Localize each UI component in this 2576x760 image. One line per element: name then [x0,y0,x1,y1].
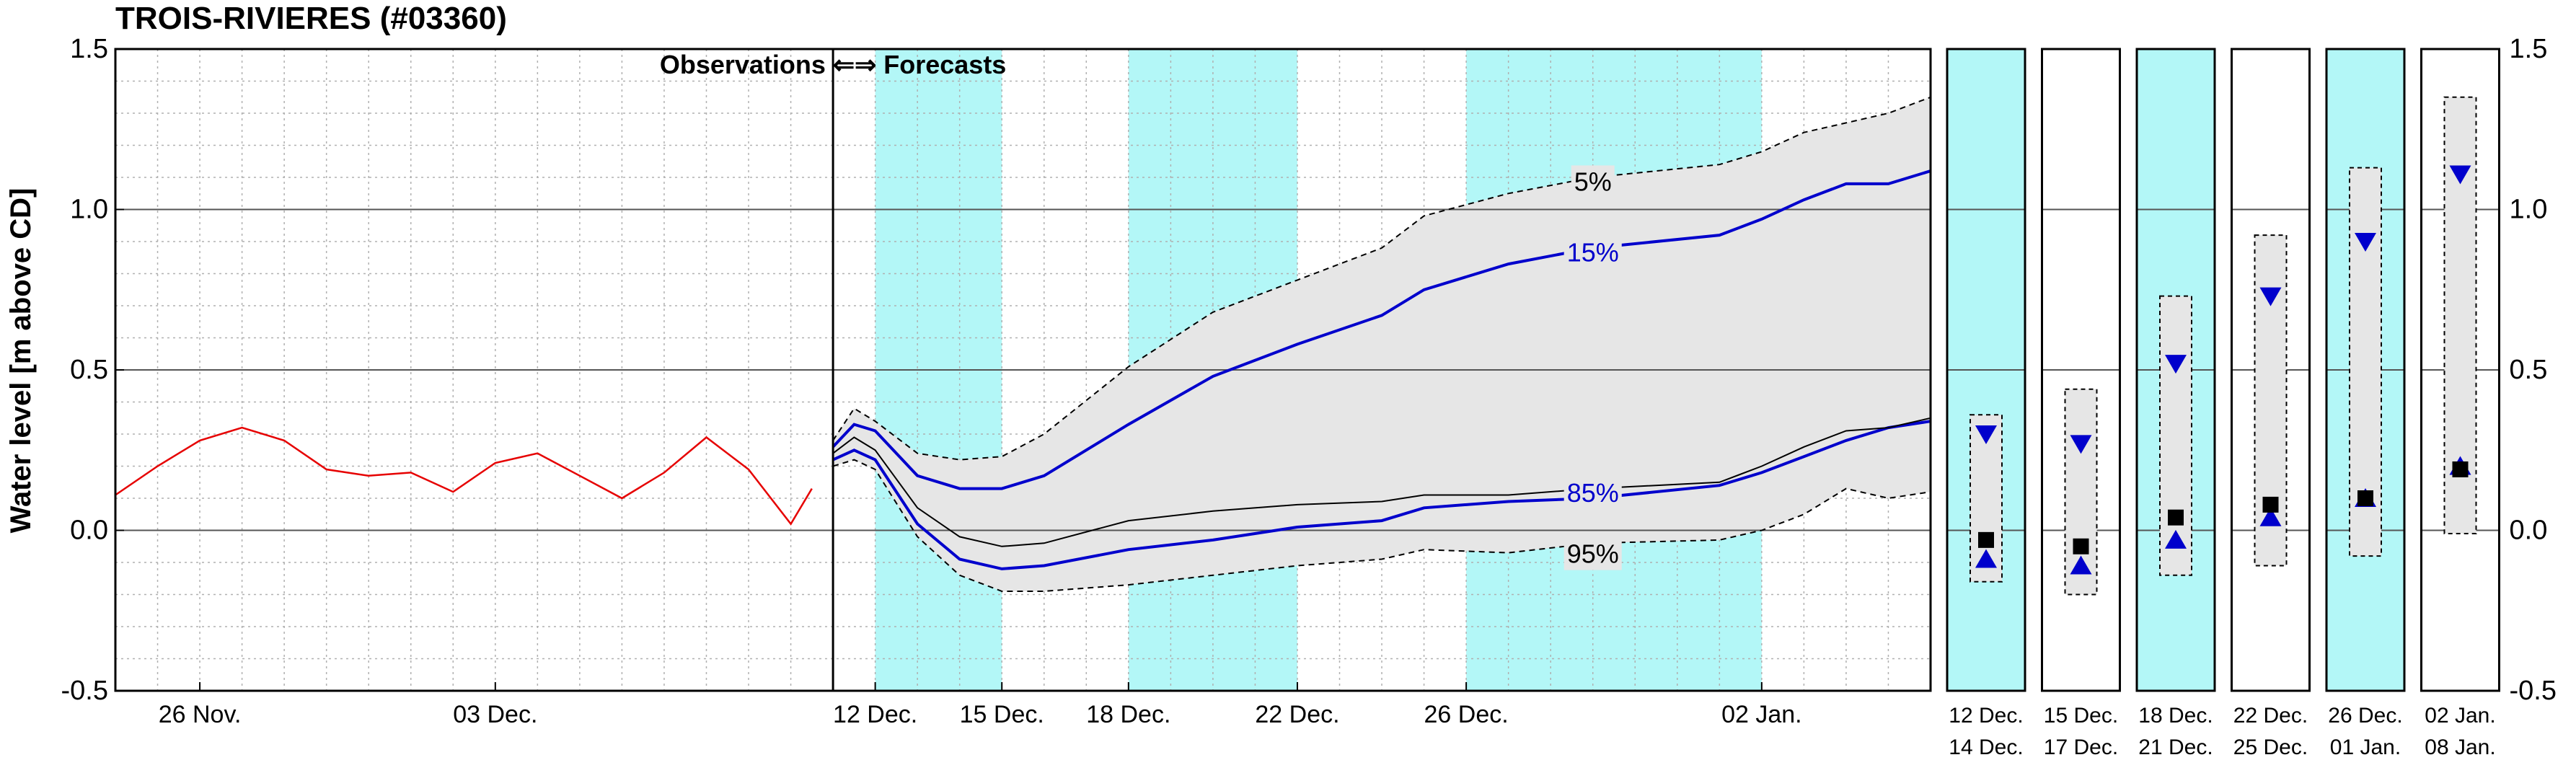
period-min-marker [2070,555,2092,575]
period-label-start: 15 Dec. [2044,704,2118,728]
period-max-marker [1975,425,1997,444]
series-label-bg [1563,236,1622,269]
period-min-marker [2259,507,2282,526]
y-tick-label-right: 1.0 [2510,195,2548,225]
period-median-marker [2452,461,2469,477]
period-label-end: 01 Jan. [2330,735,2401,759]
y-tick-label-left: -0.5 [61,676,108,706]
period-panel-frame [2420,48,2500,692]
period-label-start: 18 Dec. [2138,704,2213,728]
series-line-5pct [832,96,1931,461]
period-panels: 12 Dec. 14 Dec. 15 Dec. 17 Dec. 18 Dec. 21 De… [1946,34,2557,759]
period-panel-frame [2041,48,2121,692]
series-label-15pct: 15% [1567,237,1619,267]
period-label-end: 08 Jan. [2425,735,2495,759]
x-tick-label: 26 Dec. [1424,701,1509,728]
series-line-observed [115,426,813,526]
period-label-end: 17 Dec. [2044,735,2118,759]
period-max-marker [2165,355,2187,374]
x-tick-label: 26 Nov. [159,701,242,728]
period-max-marker [2070,435,2092,454]
period-median-marker [2168,509,2184,526]
period-label-end: 21 Dec. [2138,735,2213,759]
period-panel-0: 12 Dec. 14 Dec. [1946,48,2026,759]
y-tick-label-left: 1.0 [70,195,108,225]
x-tick-label: 02 Jan. [1721,701,1802,728]
y-tick-label-left: 0.0 [70,516,108,546]
period-label-start: 22 Dec. [2233,704,2308,728]
series-label-85pct: 85% [1567,478,1619,508]
period-label-end: 14 Dec. [1949,735,2023,759]
series-label-bg [1571,165,1615,198]
y-tick-label-right: 1.5 [2510,34,2548,64]
period-panel-3: 22 Dec. 25 Dec. [2231,48,2311,759]
y-tick-label-right: 0.0 [2510,516,2548,546]
period-median-marker [1978,531,1994,548]
y-tick-label-left: 0.5 [70,355,108,385]
series-label-bg [1563,477,1622,510]
period-max-marker [2449,165,2471,185]
period-panel-5: 02 Jan. 08 Jan. [2420,48,2500,759]
period-min-marker [1975,549,1997,568]
observations-forecasts-annotation: Observations ⇐⇒ Forecasts [660,50,1007,79]
y-tick-label-right: 0.5 [2510,355,2548,385]
series-line-15pct [832,169,1931,490]
chart-title: TROIS-RIVIERES (#03360) [115,1,507,36]
period-max-marker [2259,287,2282,306]
period-median-marker [2357,490,2373,506]
period-label-start: 02 Jan. [2425,704,2495,728]
period-panel-frame [1946,48,2026,692]
x-tick-label: 18 Dec. [1086,701,1170,728]
period-label-start: 26 Dec. [2328,704,2402,728]
series-label-95pct: 95% [1567,539,1619,569]
period-panel-4: 26 Dec. 01 Jan. [2325,48,2406,759]
series-line-95pct [832,459,1931,592]
period-median-marker [2073,538,2089,554]
y-axis-label: Water level [m above CD] [5,188,37,534]
period-label-start: 12 Dec. [1949,704,2023,728]
y-tick-label-left: 1.5 [70,34,108,64]
series-label-5pct: 5% [1574,167,1612,196]
period-panel-2: 18 Dec. 21 Dec. [2135,48,2216,759]
period-max-marker [2355,233,2376,252]
x-tick-label: 22 Dec. [1255,701,1339,728]
x-tick-label: 03 Dec. [453,701,537,728]
x-tick-label: 15 Dec. [960,701,1044,728]
main-plot: 5% 15% 85% 95% Observations ⇐⇒ Forecasts 1.5 1… [61,34,1932,728]
period-label-end: 25 Dec. [2233,735,2308,759]
period-panel-frame [2231,48,2311,692]
period-range-box [2064,388,2098,596]
period-panel-frame [2135,48,2216,692]
period-range-box [2159,295,2192,576]
forecast-envelope-fill [833,97,1931,592]
period-panel-1: 15 Dec. 17 Dec. [2041,48,2121,759]
series-label-bg [1563,537,1622,570]
x-tick-label: 12 Dec. [833,701,917,728]
series-line-median [832,417,1931,547]
period-panel-frame [2325,48,2406,692]
series-line-85pct [832,420,1931,570]
period-median-marker [2262,496,2279,513]
y-axis-title: Water level [m above CD] [5,188,37,534]
y-tick-label-right: -0.5 [2510,676,2557,706]
period-min-marker [2165,529,2187,549]
